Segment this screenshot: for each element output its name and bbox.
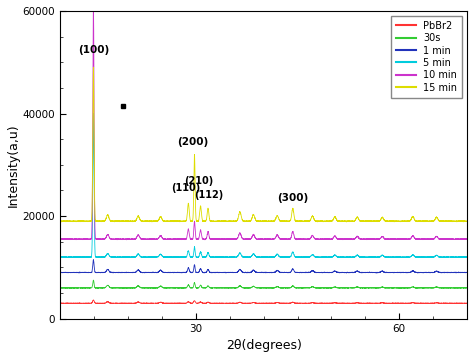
Text: (200): (200) (177, 137, 209, 147)
Y-axis label: Intensity(a,u): Intensity(a,u) (7, 123, 20, 206)
Text: (300): (300) (277, 193, 309, 203)
X-axis label: 2θ(degrees): 2θ(degrees) (226, 339, 301, 352)
Text: (112): (112) (194, 190, 223, 200)
Text: (110): (110) (171, 183, 201, 193)
Text: (100): (100) (78, 45, 109, 55)
Legend: PbBr2, 30s, 1 min, 5 min, 10 min, 15 min: PbBr2, 30s, 1 min, 5 min, 10 min, 15 min (391, 16, 462, 98)
Text: (210): (210) (184, 176, 214, 186)
